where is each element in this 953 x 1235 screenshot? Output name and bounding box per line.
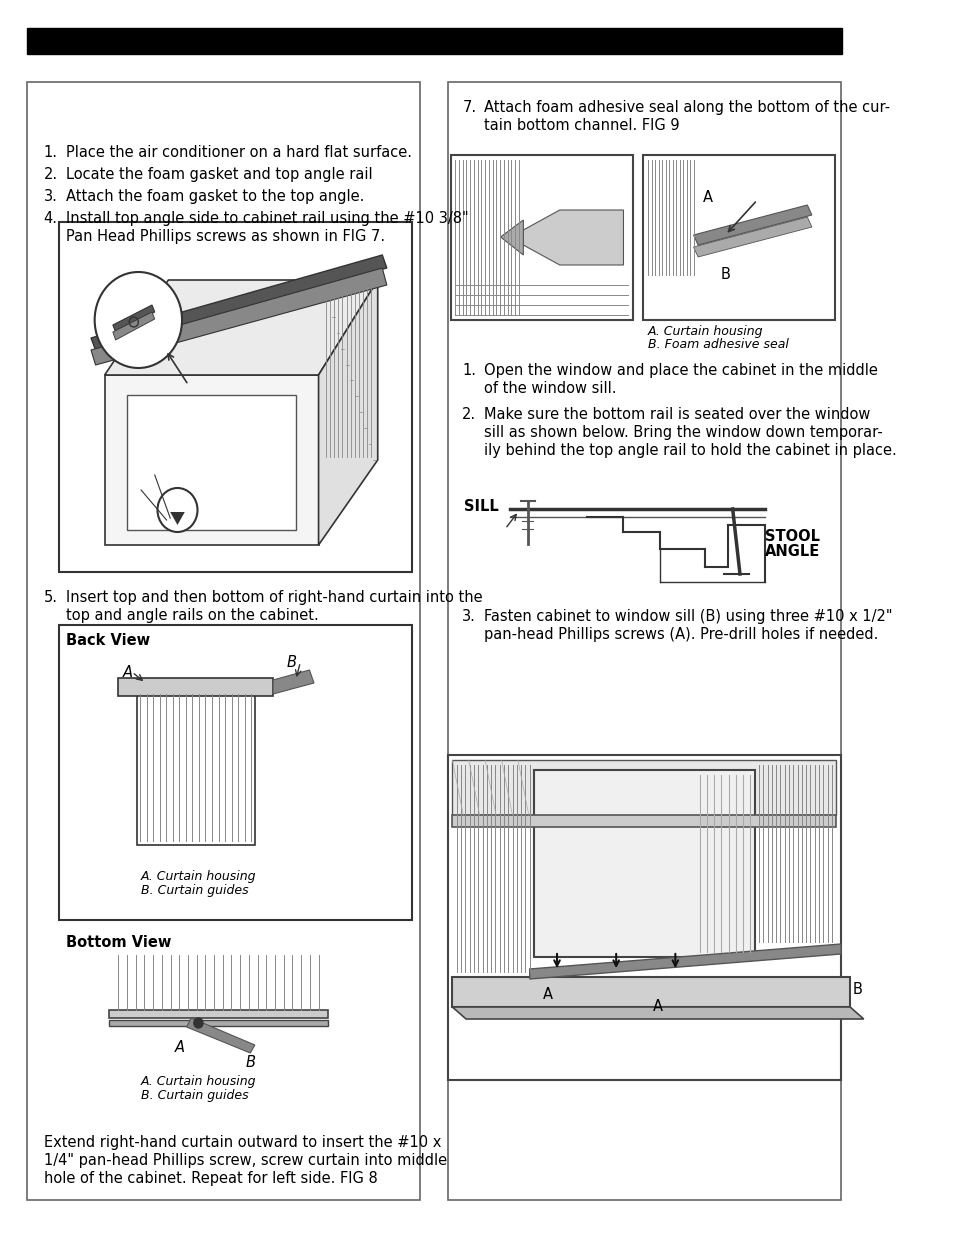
Polygon shape: [105, 280, 377, 375]
Text: B. Curtain guides: B. Curtain guides: [141, 884, 249, 897]
Bar: [136, 690, 254, 845]
Text: sill as shown below. Bring the window down temporar-: sill as shown below. Bring the window do…: [484, 425, 882, 440]
Text: tain bottom channel. FIG 9: tain bottom channel. FIG 9: [484, 119, 679, 133]
Text: Extend right-hand curtain outward to insert the #10 x: Extend right-hand curtain outward to ins…: [44, 1135, 440, 1150]
Text: Bottom View: Bottom View: [67, 935, 172, 950]
Text: 3.: 3.: [44, 189, 57, 204]
Bar: [450, 156, 632, 320]
Text: 5.: 5.: [44, 590, 57, 605]
Text: Install top angle side to cabinet rail using the #10 3/8": Install top angle side to cabinet rail u…: [66, 211, 468, 226]
Bar: [128, 395, 295, 530]
Text: A: A: [652, 999, 662, 1014]
Text: 2.: 2.: [44, 167, 58, 182]
Text: ANGLE: ANGLE: [763, 543, 819, 559]
Text: A. Curtain housing: A. Curtain housing: [141, 869, 256, 883]
Text: A: A: [543, 987, 553, 1002]
Polygon shape: [91, 254, 386, 350]
Text: B: B: [852, 982, 862, 997]
Polygon shape: [273, 671, 314, 694]
Polygon shape: [523, 210, 623, 266]
Polygon shape: [452, 1007, 862, 1019]
Text: B: B: [287, 655, 296, 671]
Text: B: B: [246, 1055, 255, 1070]
Polygon shape: [529, 944, 841, 979]
Text: Open the window and place the cabinet in the middle: Open the window and place the cabinet in…: [484, 363, 877, 378]
Text: Attach the foam gasket to the top angle.: Attach the foam gasket to the top angle.: [66, 189, 363, 204]
Text: 4.: 4.: [44, 211, 57, 226]
Polygon shape: [693, 217, 811, 257]
Text: B: B: [720, 267, 730, 282]
Text: 1.: 1.: [44, 144, 57, 161]
Text: STOOL: STOOL: [763, 529, 819, 543]
Text: top and angle rails on the cabinet.: top and angle rails on the cabinet.: [66, 608, 318, 622]
Text: A. Curtain housing: A. Curtain housing: [141, 1074, 256, 1088]
Polygon shape: [318, 280, 377, 545]
Text: Insert top and then bottom of right-hand curtain into the: Insert top and then bottom of right-hand…: [66, 590, 481, 605]
Bar: [534, 769, 754, 957]
Text: Attach foam adhesive seal along the bottom of the cur-: Attach foam adhesive seal along the bott…: [484, 100, 889, 115]
Bar: [28, 82, 420, 1200]
Bar: [28, 28, 841, 54]
Bar: [452, 760, 836, 815]
Text: 1/4" pan-head Phillips screw, screw curtain into middle: 1/4" pan-head Phillips screw, screw curt…: [44, 1153, 446, 1168]
Text: hole of the cabinet. Repeat for left side. FIG 8: hole of the cabinet. Repeat for left sid…: [44, 1171, 377, 1186]
Text: B. Foam adhesive seal: B. Foam adhesive seal: [647, 338, 788, 351]
Bar: [109, 1020, 327, 1026]
Polygon shape: [105, 375, 318, 545]
Bar: [452, 977, 849, 1007]
Text: SILL: SILL: [464, 499, 498, 514]
Polygon shape: [500, 220, 523, 254]
Text: Fasten cabinet to window sill (B) using three #10 x 1/2": Fasten cabinet to window sill (B) using …: [484, 609, 892, 624]
Polygon shape: [187, 1018, 254, 1053]
Bar: [118, 678, 273, 697]
Text: pan-head Phillips screws (A). Pre-drill holes if needed.: pan-head Phillips screws (A). Pre-drill …: [484, 627, 878, 642]
Text: B. Curtain guides: B. Curtain guides: [141, 1089, 249, 1102]
Text: 7.: 7.: [462, 100, 476, 115]
Bar: [643, 156, 834, 320]
Polygon shape: [170, 513, 185, 525]
Text: A: A: [174, 1040, 185, 1055]
Bar: [452, 815, 836, 827]
Polygon shape: [91, 268, 386, 366]
Text: A: A: [123, 664, 132, 680]
Text: 2.: 2.: [462, 408, 476, 422]
Text: Pan Head Phillips screws as shown in FIG 7.: Pan Head Phillips screws as shown in FIG…: [66, 228, 384, 245]
Text: Make sure the bottom rail is seated over the window: Make sure the bottom rail is seated over…: [484, 408, 870, 422]
Text: Back View: Back View: [67, 634, 151, 648]
Text: 1.: 1.: [462, 363, 476, 378]
Text: ily behind the top angle rail to hold the cabinet in place.: ily behind the top angle rail to hold th…: [484, 443, 896, 458]
Bar: [447, 82, 841, 1200]
Text: A. Curtain housing: A. Curtain housing: [647, 325, 762, 338]
Circle shape: [157, 488, 197, 532]
Bar: [59, 222, 412, 572]
Circle shape: [193, 1018, 203, 1028]
Text: Locate the foam gasket and top angle rail: Locate the foam gasket and top angle rai…: [66, 167, 372, 182]
Text: Place the air conditioner on a hard flat surface.: Place the air conditioner on a hard flat…: [66, 144, 411, 161]
Bar: [109, 1010, 327, 1018]
Text: 3.: 3.: [462, 609, 476, 624]
Circle shape: [94, 272, 182, 368]
Polygon shape: [112, 312, 154, 340]
Bar: [447, 755, 841, 1079]
Bar: [59, 625, 412, 920]
Polygon shape: [112, 305, 154, 332]
Text: A: A: [702, 190, 712, 205]
Text: of the window sill.: of the window sill.: [484, 382, 616, 396]
Polygon shape: [693, 205, 811, 245]
